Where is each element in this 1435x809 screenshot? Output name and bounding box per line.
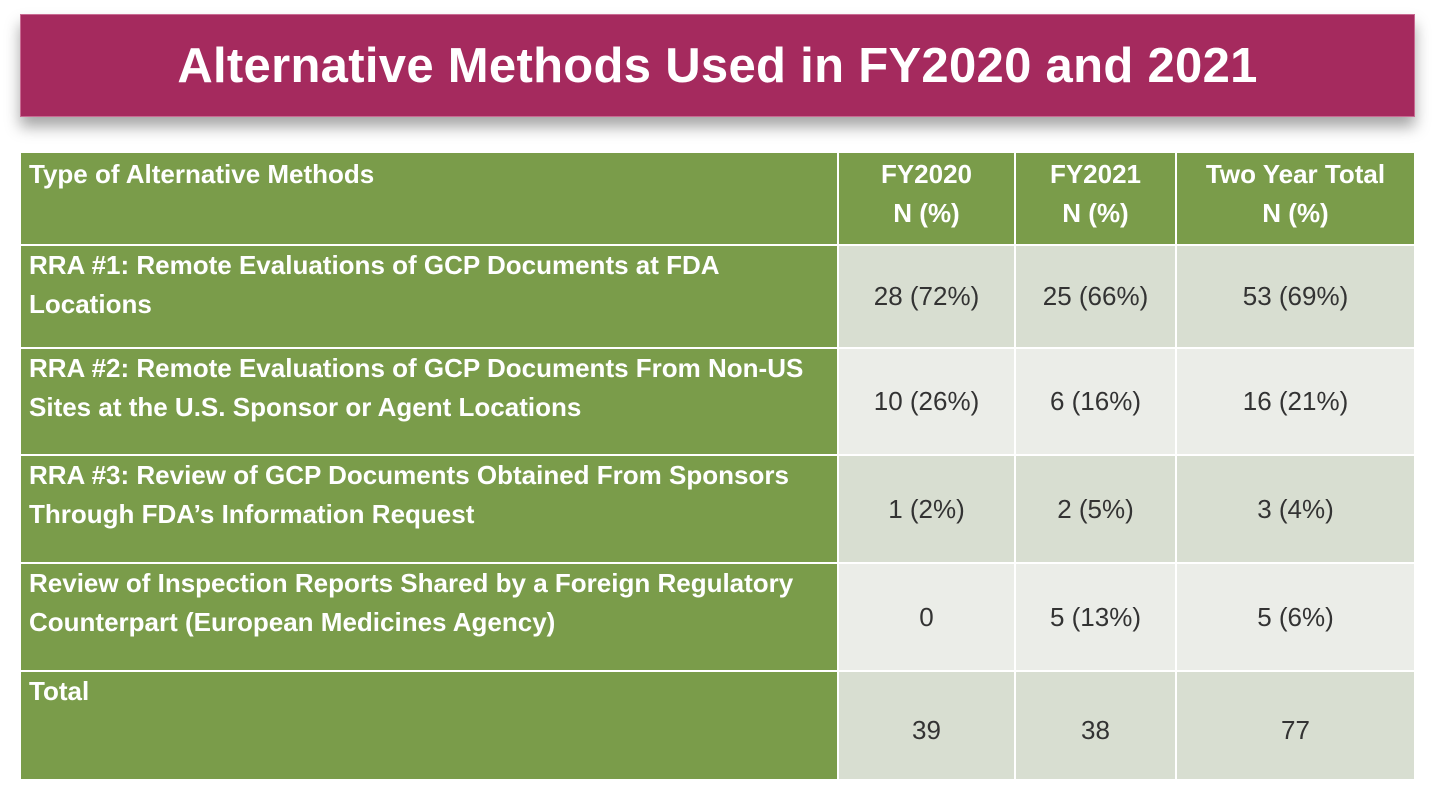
alternative-methods-table: Type of Alternative Methods FY2020 N (%) … — [19, 151, 1416, 781]
cell-fy2021: 38 — [1016, 672, 1175, 779]
header-two-year-total: Two Year Total N (%) — [1177, 153, 1414, 244]
cell-fy2020: 10 (26%) — [839, 349, 1014, 454]
slide-title: Alternative Methods Used in FY2020 and 2… — [177, 38, 1258, 93]
cell-total: 5 (6%) — [1177, 564, 1414, 670]
cell-fy2021: 6 (16%) — [1016, 349, 1175, 454]
header-fy2020-unit: N (%) — [893, 198, 960, 228]
cell-fy2020: 1 (2%) — [839, 456, 1014, 562]
header-fy2020-label: FY2020 — [880, 159, 973, 189]
row-label: RRA #2: Remote Evaluations of GCP Docume… — [21, 349, 837, 454]
cell-fy2021: 25 (66%) — [1016, 246, 1175, 347]
row-label: RRA #1: Remote Evaluations of GCP Docume… — [21, 246, 837, 347]
header-fy2021-unit: N (%) — [1062, 198, 1129, 228]
header-total-unit: N (%) — [1262, 198, 1329, 228]
table-row: RRA #1: Remote Evaluations of GCP Docume… — [21, 246, 1414, 347]
cell-total: 53 (69%) — [1177, 246, 1414, 347]
row-label: Review of Inspection Reports Shared by a… — [21, 564, 837, 670]
table-row: RRA #3: Review of GCP Documents Obtained… — [21, 456, 1414, 562]
header-total-label: Two Year Total — [1205, 159, 1386, 189]
table-row-total: Total 39 38 77 — [21, 672, 1414, 779]
cell-total: 3 (4%) — [1177, 456, 1414, 562]
header-type-label: Type of Alternative Methods — [29, 159, 375, 189]
table-row: Review of Inspection Reports Shared by a… — [21, 564, 1414, 670]
table-row: RRA #2: Remote Evaluations of GCP Docume… — [21, 349, 1414, 454]
cell-total: 16 (21%) — [1177, 349, 1414, 454]
cell-fy2021: 2 (5%) — [1016, 456, 1175, 562]
row-label: Total — [21, 672, 837, 779]
cell-fy2020: 0 — [839, 564, 1014, 670]
cell-total: 77 — [1177, 672, 1414, 779]
cell-fy2021: 5 (13%) — [1016, 564, 1175, 670]
row-label: RRA #3: Review of GCP Documents Obtained… — [21, 456, 837, 562]
header-type: Type of Alternative Methods — [21, 153, 837, 244]
header-fy2021: FY2021 N (%) — [1016, 153, 1175, 244]
title-banner: Alternative Methods Used in FY2020 and 2… — [20, 14, 1415, 117]
cell-fy2020: 39 — [839, 672, 1014, 779]
cell-fy2020: 28 (72%) — [839, 246, 1014, 347]
table-header-row: Type of Alternative Methods FY2020 N (%) … — [21, 153, 1414, 244]
header-fy2020: FY2020 N (%) — [839, 153, 1014, 244]
header-fy2021-label: FY2021 — [1049, 159, 1142, 189]
